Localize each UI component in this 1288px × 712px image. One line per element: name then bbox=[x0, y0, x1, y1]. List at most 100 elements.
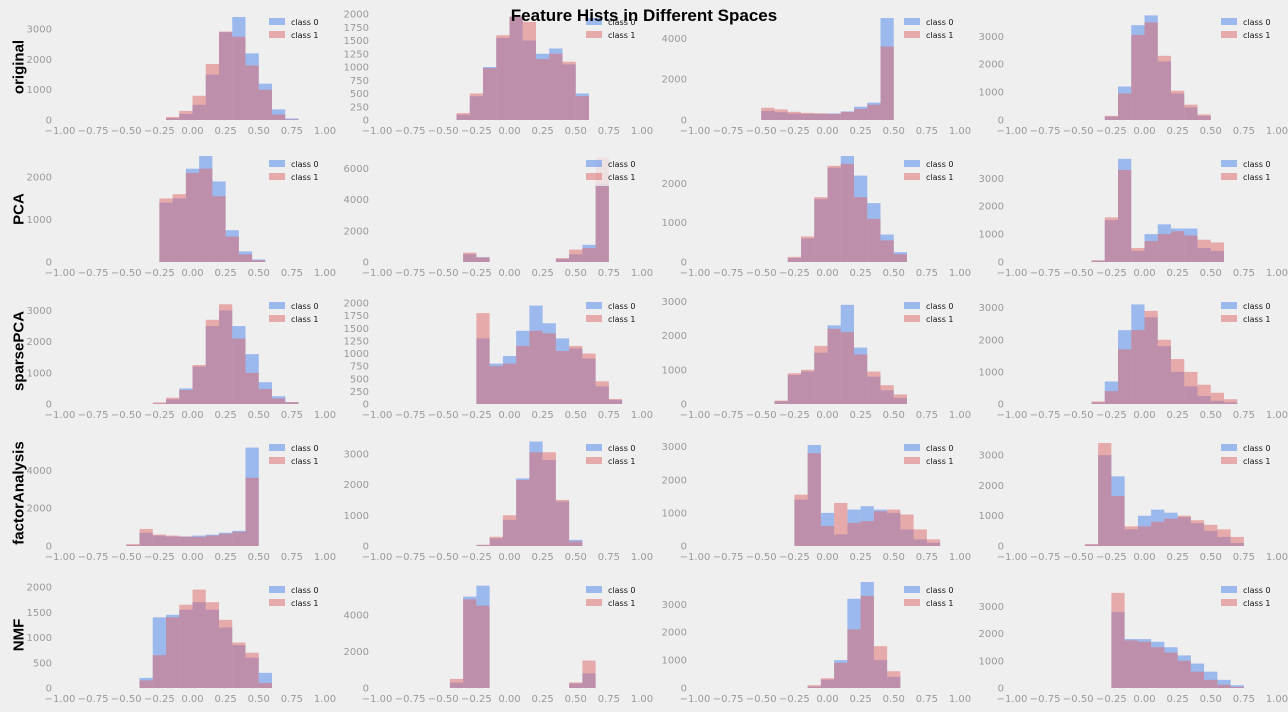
hist-bar-class1 bbox=[483, 68, 497, 120]
hist-bar-class1 bbox=[787, 373, 801, 404]
x-tick-label: −0.25 bbox=[461, 268, 492, 279]
hist-bar-class1 bbox=[463, 599, 477, 688]
y-tick-label: 1000 bbox=[662, 365, 687, 376]
x-tick-label: 1.00 bbox=[631, 410, 653, 421]
hist-bar-class1 bbox=[516, 345, 530, 404]
legend-label: class 0 bbox=[291, 444, 319, 453]
hist-bar-class1 bbox=[1118, 169, 1132, 262]
x-tick-label: −0.75 bbox=[713, 268, 744, 279]
x-tick-label: 0.25 bbox=[214, 410, 236, 421]
hist-bar-class1 bbox=[801, 236, 815, 262]
x-tick-label: −0.25 bbox=[1096, 268, 1127, 279]
x-tick-label: −0.75 bbox=[78, 694, 109, 705]
hist-bar-class1 bbox=[794, 494, 808, 546]
hist-bar-class1 bbox=[463, 252, 477, 262]
x-tick-label: 0.00 bbox=[181, 126, 203, 137]
hist-bar-class1 bbox=[1217, 684, 1231, 688]
hist-bar-class1 bbox=[449, 678, 464, 688]
x-tick-label: −1.00 bbox=[997, 552, 1028, 563]
hist-bar-class1 bbox=[1104, 217, 1118, 262]
x-tick-label: −0.25 bbox=[779, 552, 810, 563]
hist-bar-class1 bbox=[179, 604, 193, 688]
x-tick-label: −1.00 bbox=[680, 268, 711, 279]
hist-bar-class1 bbox=[1164, 652, 1178, 688]
y-tick-label: 1000 bbox=[979, 511, 1004, 522]
hist-bar-class1 bbox=[509, 16, 523, 120]
y-tick-label: 0 bbox=[998, 684, 1004, 695]
hist-bar-class1 bbox=[867, 104, 881, 120]
hist-bar-class1 bbox=[258, 89, 272, 120]
y-tick-label: 6000 bbox=[344, 164, 369, 175]
legend-swatch bbox=[1221, 31, 1237, 38]
hist-bar-class1 bbox=[1144, 241, 1158, 262]
hist-bar-class1 bbox=[555, 351, 570, 404]
y-tick-label: 3000 bbox=[27, 306, 52, 317]
x-tick-label: −0.50 bbox=[1063, 126, 1094, 137]
legend-swatch bbox=[1221, 160, 1237, 167]
x-tick-label: 0.25 bbox=[531, 410, 553, 421]
hist-bar-class1 bbox=[238, 254, 253, 262]
y-tick-label: 1000 bbox=[979, 367, 1004, 378]
x-tick-label: 0.50 bbox=[565, 268, 587, 279]
y-tick-label: 2000 bbox=[979, 629, 1004, 640]
legend-swatch bbox=[1221, 315, 1237, 322]
y-tick-label: 3000 bbox=[979, 602, 1004, 613]
x-tick-label: −0.50 bbox=[111, 694, 142, 705]
x-tick-label: −1.00 bbox=[362, 410, 393, 421]
hist-bar-class1 bbox=[529, 452, 543, 546]
x-tick-label: 0.75 bbox=[916, 552, 938, 563]
hist-bar-class1 bbox=[199, 168, 213, 262]
y-tick-label: 1000 bbox=[662, 218, 687, 229]
x-tick-label: 0.25 bbox=[214, 694, 236, 705]
x-tick-label: 0.50 bbox=[248, 268, 270, 279]
x-tick-label: 0.00 bbox=[1133, 552, 1155, 563]
x-tick-label: 0.50 bbox=[248, 552, 270, 563]
x-tick-label: −0.50 bbox=[1063, 552, 1094, 563]
hist-bar-class1 bbox=[179, 110, 193, 120]
hist-bar-class1 bbox=[582, 353, 596, 404]
hist-bar-class1 bbox=[166, 397, 180, 404]
hist-bar-class1 bbox=[1137, 641, 1152, 688]
hist-bar-class1 bbox=[814, 113, 828, 120]
hist-bar-class1 bbox=[807, 685, 821, 688]
hist-bar-class1 bbox=[867, 371, 881, 404]
hist-bar-class1 bbox=[555, 258, 570, 262]
hist-bar-class1 bbox=[152, 655, 166, 688]
y-tick-label: 2000 bbox=[662, 75, 687, 86]
hist-bar-class1 bbox=[1210, 242, 1224, 262]
y-tick-label: 1000 bbox=[979, 88, 1004, 99]
x-tick-label: −1.00 bbox=[997, 126, 1028, 137]
hist-bar-class1 bbox=[1210, 392, 1224, 404]
hist-bar-class1 bbox=[172, 194, 186, 262]
y-tick-label: 1000 bbox=[979, 656, 1004, 667]
legend: class 0 class 1 bbox=[901, 298, 959, 328]
legend-label: class 0 bbox=[926, 586, 954, 595]
x-tick-label: 0.75 bbox=[598, 126, 620, 137]
legend-label: class 0 bbox=[608, 444, 636, 453]
x-tick-label: −0.25 bbox=[461, 126, 492, 137]
hist-bar-class1 bbox=[245, 652, 259, 688]
hist-bar-class1 bbox=[476, 544, 490, 546]
y-tick-label: 3000 bbox=[979, 174, 1004, 185]
row-label: PCA bbox=[11, 193, 28, 225]
hist-bar-class1 bbox=[252, 260, 266, 262]
hist-bar-class1 bbox=[820, 526, 835, 546]
x-tick-label: 0.25 bbox=[1166, 126, 1188, 137]
hist-bar-class1 bbox=[1230, 536, 1244, 546]
hist-bar-class1 bbox=[787, 256, 801, 262]
legend-swatch bbox=[269, 302, 285, 309]
legend-label: class 0 bbox=[291, 18, 319, 27]
hist-bar-class1 bbox=[192, 589, 206, 688]
hist-bar-class1 bbox=[139, 528, 153, 546]
hist-bar-class1 bbox=[801, 112, 815, 120]
legend-label: class 0 bbox=[608, 302, 636, 311]
x-tick-label: 0.00 bbox=[1133, 126, 1155, 137]
y-tick-label: 0 bbox=[46, 258, 52, 269]
x-tick-label: 0.00 bbox=[181, 552, 203, 563]
row-label: NMF bbox=[11, 619, 28, 652]
x-tick-label: 0.75 bbox=[598, 410, 620, 421]
hist-bar-class1 bbox=[608, 398, 623, 404]
hist-bar-class1 bbox=[139, 680, 153, 688]
y-tick-label: 3000 bbox=[344, 449, 369, 460]
legend-label: class 1 bbox=[926, 457, 954, 466]
